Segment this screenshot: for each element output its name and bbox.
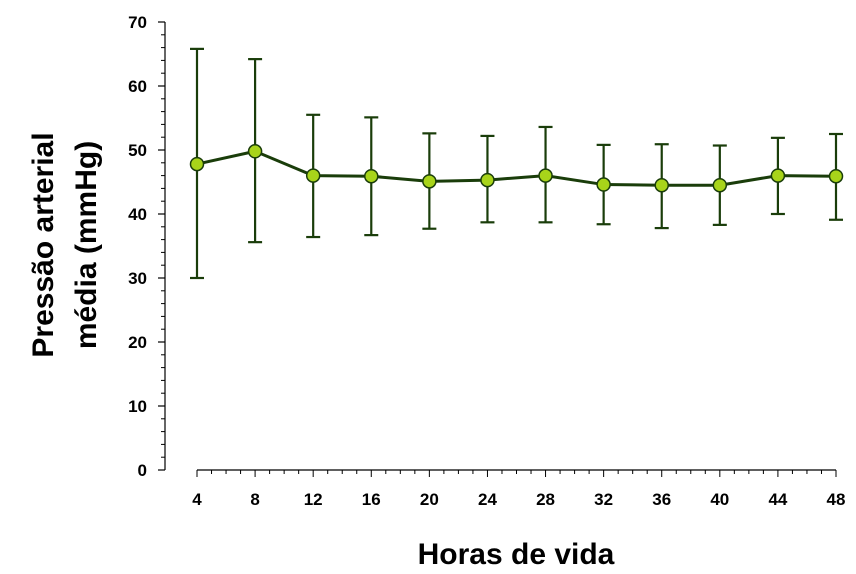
y-tick-label: 20 — [128, 333, 147, 352]
x-axis: 4 8 12 16 20 24 28 32 36 40 44 48 — [192, 469, 846, 509]
data-point — [538, 168, 553, 183]
series-line — [196, 149, 837, 187]
data-point — [189, 156, 205, 172]
x-tick-label: 32 — [594, 490, 613, 509]
x-tick-label: 24 — [478, 490, 497, 509]
data-point — [712, 177, 728, 193]
y-tick-label: 30 — [128, 269, 147, 288]
x-axis-title: Horas de vida — [418, 538, 615, 571]
data-point — [422, 174, 437, 189]
data-point — [596, 177, 611, 192]
y-tick-label: 0 — [138, 461, 147, 480]
x-tick-label: 36 — [652, 490, 671, 509]
data-point — [364, 168, 379, 184]
y-tick-label: 50 — [128, 141, 147, 160]
x-tick-label: 4 — [192, 490, 202, 509]
data-markers — [189, 144, 844, 193]
x-tick-label: 16 — [362, 490, 381, 509]
y-tick-label: 60 — [128, 77, 147, 96]
data-point — [305, 168, 321, 183]
x-tick-label: 44 — [768, 490, 787, 509]
x-tick-label: 40 — [710, 490, 729, 509]
y-axis: 0 10 20 30 40 50 60 70 — [128, 13, 166, 480]
y-axis-title-line2: média (mmHg) — [70, 141, 103, 349]
data-point — [247, 144, 263, 159]
data-point — [828, 168, 844, 184]
x-tick-label: 20 — [420, 490, 439, 509]
x-tick-label: 8 — [250, 490, 259, 509]
x-tick-label: 28 — [536, 490, 555, 509]
y-axis-title-line1: Pressão arterial — [27, 132, 60, 357]
data-point — [770, 168, 786, 183]
data-point — [654, 177, 669, 193]
x-tick-label: 48 — [827, 490, 846, 509]
x-tick-label: 12 — [304, 490, 323, 509]
mean-line — [196, 149, 837, 187]
y-tick-label: 70 — [128, 13, 147, 32]
y-tick-label: 10 — [128, 397, 147, 416]
data-point — [480, 172, 495, 188]
y-tick-label: 40 — [128, 205, 147, 224]
